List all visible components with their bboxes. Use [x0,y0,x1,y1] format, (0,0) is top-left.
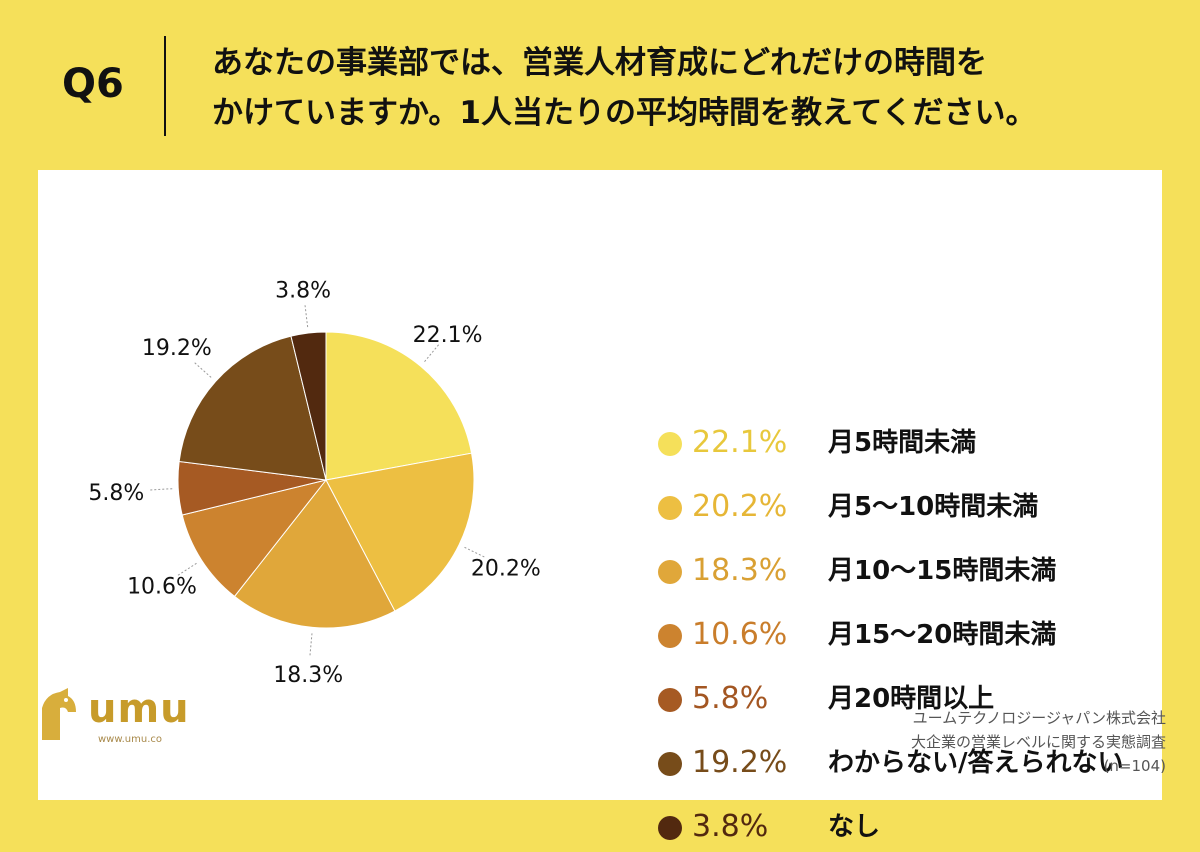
slice-data-label: 22.1% [413,323,483,348]
legend-item: 5.8% 月20時間以上 [658,674,1178,724]
slice-data-label: 5.8% [88,481,144,506]
header-divider [164,36,166,136]
logo-url: www.umu.co [98,734,163,745]
legend-item: 19.2% わからない/答えられない [658,738,1178,788]
slice-data-label: 10.6% [127,575,197,600]
legend-percent: 3.8% [692,809,769,844]
legend-percent: 5.8% [692,681,769,716]
legend-label: 月15〜20時間未満 [828,620,1057,650]
legend-swatch [658,816,682,840]
slice-data-label: 18.3% [273,663,343,688]
question-line-2: かけていますか。1人当たりの平均時間を教えてください。 [212,95,1037,131]
pie-slice [290,331,327,481]
pie-slice [325,331,473,481]
pie-slice [325,452,475,612]
source-company: ユームテクノロジージャパン株式会社 [912,709,1166,727]
horse-logo-icon [42,688,76,740]
legend-label: 月5〜10時間未満 [828,492,1039,522]
leader-line [150,488,173,491]
question-text: あなたの事業部では、営業人材育成にどれだけの時間を かけていますか。1人当たりの… [212,38,1172,138]
legend-percent: 19.2% [692,745,788,780]
leader-line [177,562,197,576]
legend-item: 18.3% 月10〜15時間未満 [658,546,1178,596]
umu-logo: umu www.umu.co [38,686,198,756]
legend-label: 月20時間以上 [828,684,995,714]
legend-swatch [658,688,682,712]
source-sample-size: (n=104) [1103,757,1166,775]
question-line-1: あなたの事業部では、営業人材育成にどれだけの時間を [212,45,987,81]
pie-slice [181,479,328,598]
legend-item: 22.1% 月5時間未満 [658,418,1178,468]
logo-wordmark: umu [88,686,190,732]
legend-label: 月5時間未満 [828,428,977,458]
leader-line [304,305,309,328]
legend-swatch [658,560,682,584]
question-number: Q6 [62,61,124,107]
legend-percent: 10.6% [692,617,788,652]
leader-line [194,362,212,378]
chart-card: 22.1% 20.2% 18.3% 10.6% 5.8% 19.2% 3.8% 22.1% 月… [38,170,1162,844]
pie-chart: 22.1% 20.2% 18.3% 10.6% 5.8% 19.2% 3.8% [88,278,541,688]
source-survey: 大企業の営業レベルに関する実態調査 [910,733,1166,751]
pie-slice [178,335,327,481]
legend-label: 月10〜15時間未満 [828,556,1057,586]
legend-percent: 22.1% [692,425,788,460]
slice-data-label: 20.2% [471,556,541,581]
slice-data-label: 3.8% [275,278,331,303]
legend-swatch [658,752,682,776]
legend-item: 3.8% なし [658,802,1178,852]
legend-swatch [658,432,682,456]
legend-percent: 20.2% [692,489,788,524]
source-note: ユームテクノロジージャパン株式会社 大企業の営業レベルに関する実態調査 (n=1… [911,706,1166,778]
slice-data-label: 19.2% [142,336,212,361]
pie-slice [233,479,396,629]
legend-label: わからない/答えられない [828,748,1124,778]
legend-item: 20.2% 月5〜10時間未満 [658,482,1178,532]
legend-label: なし [828,812,881,842]
legend-item: 10.6% 月15〜20時間未満 [658,610,1178,660]
legend-swatch [658,624,682,648]
leader-line [309,633,313,656]
legend-percent: 18.3% [692,553,788,588]
legend-swatch [658,496,682,520]
